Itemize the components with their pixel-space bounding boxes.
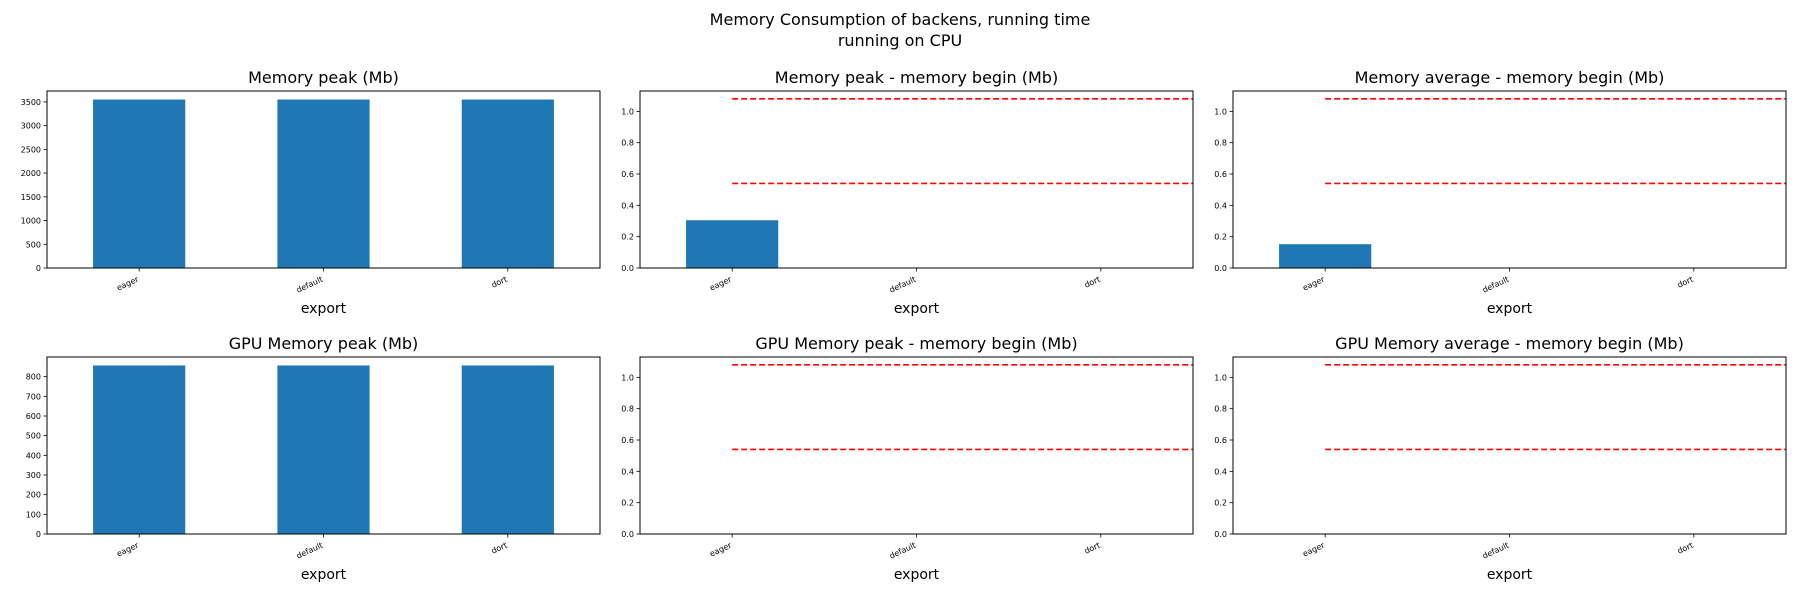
y-tick-label: 0.8 bbox=[621, 405, 634, 414]
x-axis-label: export bbox=[301, 567, 347, 583]
x-tick-label-default: default bbox=[295, 275, 324, 295]
x-tick-label-eager: eager bbox=[115, 274, 140, 292]
bar-eager bbox=[1279, 244, 1372, 268]
y-tick-label: 0.2 bbox=[1214, 499, 1227, 508]
bar-eager bbox=[93, 365, 186, 534]
bar-dort bbox=[461, 99, 554, 268]
x-tick-label-dort: dort bbox=[1083, 275, 1102, 290]
y-tick-label: 0.2 bbox=[621, 499, 634, 508]
y-tick-label: 500 bbox=[26, 240, 41, 249]
bar-default bbox=[277, 365, 370, 534]
subplot-title: GPU Memory peak (Mb) bbox=[229, 334, 419, 353]
y-tick-label: 0.6 bbox=[1214, 170, 1227, 179]
y-tick-label: 1500 bbox=[21, 193, 41, 202]
x-tick-label-dort: dort bbox=[1083, 541, 1102, 556]
x-tick-label-dort: dort bbox=[490, 541, 509, 556]
plot-area: 0.0 0.2 0.4 0.6 0.8 1.0 eager default dort bbox=[621, 90, 1194, 295]
y-tick-label: 200 bbox=[26, 491, 41, 500]
subplot-gpu-memory-peak-minus-begin: GPU Memory peak - memory begin (Mb) expo… bbox=[621, 334, 1194, 583]
y-tick-label: 300 bbox=[26, 471, 41, 480]
x-axis-label: export bbox=[301, 301, 347, 317]
x-tick-label-default: default bbox=[1481, 275, 1510, 295]
subplot-title: Memory peak - memory begin (Mb) bbox=[775, 68, 1058, 87]
y-tick-label: 0.4 bbox=[1214, 201, 1227, 210]
bar-dort bbox=[461, 365, 554, 534]
y-tick-label: 0.4 bbox=[621, 201, 634, 210]
subplot-gpu-memory-peak: GPU Memory peak (Mb) export 0 100 200 300 40… bbox=[26, 334, 601, 583]
x-tick-label-default: default bbox=[295, 541, 324, 561]
figure-title-line-1: Memory Consumption of backens, running t… bbox=[710, 10, 1091, 29]
y-tick-label: 0 bbox=[36, 530, 41, 539]
y-tick-label: 0.2 bbox=[1214, 233, 1227, 242]
y-tick-label: 500 bbox=[26, 432, 41, 441]
y-tick-label: 3000 bbox=[21, 122, 41, 131]
x-tick-label-default: default bbox=[1481, 541, 1510, 561]
subplot-memory-peak: Memory peak (Mb) export 0 500 1000 1500 2000… bbox=[21, 68, 601, 317]
y-tick-label: 2000 bbox=[21, 169, 41, 178]
x-axis-label: export bbox=[894, 301, 940, 317]
subplot-memory-peak-minus-begin: Memory peak - memory begin (Mb) export 0… bbox=[621, 68, 1194, 317]
figure-title-line-2: running on CPU bbox=[838, 31, 962, 50]
y-tick-label: 2500 bbox=[21, 145, 41, 154]
x-tick-label-default: default bbox=[888, 541, 917, 561]
y-tick-label: 0.8 bbox=[1214, 405, 1227, 414]
bar-eager bbox=[93, 99, 186, 268]
subplot-title: GPU Memory average - memory begin (Mb) bbox=[1335, 334, 1684, 353]
y-tick-label: 100 bbox=[26, 510, 41, 519]
x-tick-label-eager: eager bbox=[115, 540, 140, 558]
y-tick-label: 400 bbox=[26, 451, 41, 460]
plot-area: 0.0 0.2 0.4 0.6 0.8 1.0 eager default dort bbox=[1214, 90, 1787, 295]
y-tick-label: 0.8 bbox=[621, 139, 634, 148]
plot-area: 0.0 0.2 0.4 0.6 0.8 1.0 eager default dort bbox=[1214, 356, 1787, 561]
x-tick-label-dort: dort bbox=[1676, 541, 1695, 556]
y-tick-label: 0 bbox=[36, 264, 41, 273]
y-tick-label: 0.0 bbox=[1214, 264, 1227, 273]
y-tick-label: 1000 bbox=[21, 217, 41, 226]
y-tick-label: 0.4 bbox=[1214, 467, 1227, 476]
y-tick-label: 800 bbox=[26, 373, 41, 382]
y-tick-label: 1.0 bbox=[1214, 373, 1227, 382]
axes-frame bbox=[1232, 90, 1787, 269]
y-tick-label: 1.0 bbox=[621, 107, 634, 116]
x-axis-label: export bbox=[1487, 567, 1533, 583]
y-tick-label: 0.0 bbox=[1214, 530, 1227, 539]
y-tick-label: 0.0 bbox=[621, 264, 634, 273]
y-tick-label: 700 bbox=[26, 392, 41, 401]
x-axis-label: export bbox=[1487, 301, 1533, 317]
x-tick-label-dort: dort bbox=[490, 275, 509, 290]
x-tick-label-eager: eager bbox=[1301, 274, 1326, 292]
subplot-title: Memory average - memory begin (Mb) bbox=[1355, 68, 1665, 87]
axes-frame bbox=[1232, 356, 1787, 535]
bar-eager bbox=[686, 220, 779, 268]
subplot-title: Memory peak (Mb) bbox=[248, 68, 399, 87]
y-tick-label: 0.6 bbox=[1214, 436, 1227, 445]
y-tick-label: 0.0 bbox=[621, 530, 634, 539]
y-tick-label: 0.8 bbox=[1214, 139, 1227, 148]
bar-default bbox=[277, 99, 370, 268]
plot-area: 0.0 0.2 0.4 0.6 0.8 1.0 eager default dort bbox=[621, 356, 1194, 561]
y-tick-label: 0.6 bbox=[621, 170, 634, 179]
x-tick-label-eager: eager bbox=[708, 540, 733, 558]
x-tick-label-dort: dort bbox=[1676, 275, 1695, 290]
x-axis-label: export bbox=[894, 567, 940, 583]
y-tick-label: 0.6 bbox=[621, 436, 634, 445]
plot-area: 0 100 200 300 400 500 600 700 800 eager default dor… bbox=[26, 356, 601, 561]
x-tick-label-default: default bbox=[888, 275, 917, 295]
axes-frame bbox=[639, 356, 1194, 535]
subplot-title: GPU Memory peak - memory begin (Mb) bbox=[755, 334, 1077, 353]
subplot-gpu-memory-average-minus-begin: GPU Memory average - memory begin (Mb) e… bbox=[1214, 334, 1787, 583]
y-tick-label: 1.0 bbox=[1214, 107, 1227, 116]
y-tick-label: 0.4 bbox=[621, 467, 634, 476]
x-tick-label-eager: eager bbox=[708, 274, 733, 292]
plot-area: 0 500 1000 1500 2000 2500 3000 3500 eager default… bbox=[21, 90, 601, 295]
subplot-memory-average-minus-begin: Memory average - memory begin (Mb) expor… bbox=[1214, 68, 1787, 317]
y-tick-label: 600 bbox=[26, 412, 41, 421]
y-tick-label: 3500 bbox=[21, 98, 41, 107]
y-tick-label: 0.2 bbox=[621, 233, 634, 242]
y-tick-label: 1.0 bbox=[621, 373, 634, 382]
x-tick-label-eager: eager bbox=[1301, 540, 1326, 558]
